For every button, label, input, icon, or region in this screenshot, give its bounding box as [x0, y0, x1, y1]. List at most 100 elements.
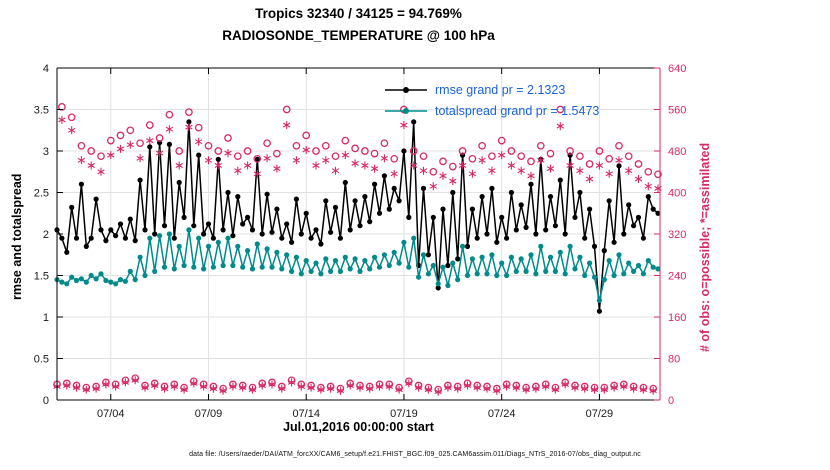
assimilated_obs-marker — [590, 385, 599, 394]
possible_obs-marker — [292, 141, 301, 150]
assimilated_obs-marker — [424, 385, 433, 394]
possible_obs-marker — [263, 139, 271, 148]
rmse-point — [289, 239, 295, 245]
totalspread-point — [430, 262, 436, 269]
totalspread-point — [210, 264, 216, 270]
possible_obs-marker — [145, 121, 154, 129]
rmse-point — [362, 194, 368, 200]
assimilated_obs-marker — [517, 166, 525, 175]
rmse-point — [122, 235, 128, 241]
possible_obs-marker — [273, 149, 281, 158]
totalspread-point — [538, 243, 544, 249]
totalspread-point — [83, 279, 89, 285]
totalspread-point — [626, 260, 632, 266]
rmse-point — [523, 224, 529, 230]
rmse-point — [210, 235, 216, 241]
totalspread-point — [259, 264, 265, 270]
possible_obs-marker — [429, 167, 438, 176]
rmse-point — [245, 214, 251, 220]
possible_obs-marker — [214, 147, 223, 155]
possible_obs-marker — [370, 149, 379, 158]
totalspread-point — [225, 235, 231, 241]
right-tick-label: 400 — [668, 188, 686, 200]
rmse-point — [186, 119, 192, 125]
rmse-point — [303, 210, 309, 216]
totalspread-point — [416, 274, 422, 280]
assimilated_obs-marker — [454, 384, 462, 393]
totalspread-point — [127, 268, 133, 274]
totalspread-point — [469, 256, 475, 262]
possible_obs-marker — [282, 105, 291, 114]
assimilated_obs-marker — [581, 384, 589, 393]
rmse-point — [420, 185, 427, 191]
assimilated_obs-marker — [180, 385, 188, 394]
totalspread-point — [201, 266, 207, 272]
totalspread-point — [611, 272, 617, 279]
rmse-point — [611, 239, 617, 245]
assimilated_obs-marker — [68, 126, 76, 135]
totalspread-point — [367, 266, 373, 272]
rmse-point — [543, 227, 549, 233]
left-tick-label: 3.5 — [34, 105, 49, 117]
assimilated_obs-marker — [463, 381, 472, 390]
assimilated_obs-marker — [111, 382, 120, 391]
totalspread-point — [347, 266, 353, 272]
rmse-point — [98, 227, 104, 233]
x-axis-label: Jul.01,2016 00:00:00 start — [283, 420, 434, 434]
rmse-point — [69, 204, 75, 210]
totalspread-point — [376, 264, 383, 270]
totalspread-point — [245, 248, 251, 254]
totalspread-point — [342, 254, 348, 260]
possible_obs-marker — [58, 103, 66, 111]
totalspread-point — [523, 268, 529, 274]
assimilated_obs-marker — [102, 380, 110, 389]
assimilated_obs-marker — [527, 171, 535, 180]
totalspread-point — [137, 254, 143, 260]
assimilated_obs-marker — [77, 156, 86, 165]
totalspread-point — [396, 260, 402, 266]
possible_obs-marker — [312, 147, 320, 155]
possible_obs-marker — [546, 149, 555, 158]
rmse-point — [332, 204, 339, 210]
rmse-point — [445, 262, 451, 269]
totalspread-point — [235, 243, 241, 249]
rmse-point — [489, 185, 495, 191]
rmse-point — [435, 285, 441, 291]
totalspread-point — [650, 264, 656, 270]
rmse-point — [650, 206, 656, 212]
possible_obs-marker — [302, 131, 311, 140]
possible_obs-marker — [233, 152, 242, 161]
assimilated_obs-marker — [356, 383, 364, 392]
x-tick-label: 07/04 — [97, 408, 125, 420]
totalspread-point — [621, 271, 627, 277]
data-series — [53, 103, 662, 396]
assimilated_obs-marker — [629, 384, 638, 393]
rmse-point — [635, 214, 642, 220]
totalspread-point — [547, 254, 554, 260]
rmse-point — [357, 223, 363, 229]
rmse-point — [640, 235, 647, 241]
rmse-point — [73, 235, 80, 241]
totalspread-point — [352, 256, 358, 262]
assimilated_obs-marker — [234, 166, 242, 175]
rmse-point — [469, 206, 475, 212]
x-tick-label: 07/19 — [390, 408, 418, 420]
assimilated_obs-marker — [263, 154, 271, 163]
totalspread-point — [313, 260, 319, 266]
possible_obs-marker — [106, 136, 115, 145]
possible_obs-marker — [595, 147, 604, 155]
possible_obs-marker — [488, 152, 496, 161]
totalspread-point — [303, 258, 309, 264]
assimilated_obs-marker — [322, 156, 330, 165]
assimilated_obs-marker — [97, 167, 105, 176]
totalspread-point — [205, 243, 212, 249]
assimilated_obs-marker — [434, 387, 442, 396]
totalspread-point — [406, 264, 412, 270]
rmse-point — [274, 206, 280, 212]
totalspread-point — [152, 268, 158, 274]
rmse-point — [264, 191, 270, 197]
totalspread-point — [161, 264, 168, 270]
rmse-point — [499, 214, 505, 220]
assimilated_obs-marker — [493, 386, 501, 395]
rmse-point — [137, 177, 143, 183]
